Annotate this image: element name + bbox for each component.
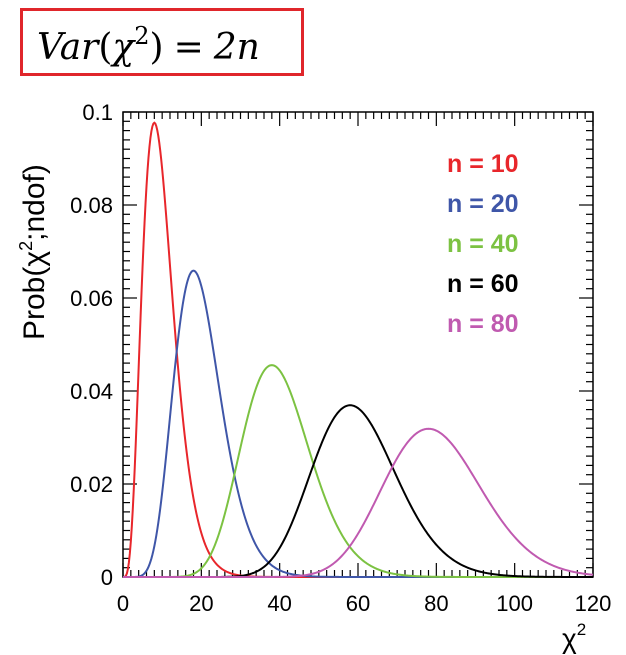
legend-entry-n10: n = 10	[447, 150, 519, 178]
formula-open-paren: (	[98, 27, 112, 68]
formula-exponent: 2	[134, 22, 149, 50]
y-tick-label: 0.04	[70, 379, 113, 404]
x-tick-label: 0	[117, 591, 129, 616]
axis-ticks	[122, 111, 594, 578]
formula-chi: χ	[109, 27, 136, 68]
series-line-n80	[123, 427, 594, 578]
legend-entry-n20: n = 20	[447, 190, 519, 218]
formula-rhs: 2n	[213, 27, 260, 68]
y-tick-label: 0.02	[70, 472, 113, 497]
y-axis-label: Prob(χ2;ndof)	[16, 164, 51, 340]
x-tick-label: 120	[575, 591, 612, 616]
y-axis-label-prefix: Prob(	[18, 267, 51, 340]
series-curves	[122, 121, 594, 578]
formula-equals: =	[174, 27, 204, 68]
series-line-n10	[122, 121, 593, 578]
x-axis-label-chi: χ	[562, 623, 577, 654]
legend-entry-n80: n = 80	[447, 310, 519, 338]
x-axis-label: χ2	[562, 620, 586, 654]
legend-entry-n60: n = 60	[447, 270, 519, 298]
formula-var: Var	[37, 27, 100, 68]
svg-text:Var(χ2)=2n: Var(χ2) = 2n	[37, 22, 260, 68]
x-tick-label: 80	[424, 591, 448, 616]
x-tick-label: 100	[496, 591, 533, 616]
series-line-n60	[123, 404, 593, 578]
y-axis-label-suffix: ;ndof)	[18, 164, 51, 241]
y-tick-labels: 0 0.02 0.04 0.06 0.08 0.1	[70, 100, 113, 590]
plot-frame	[122, 111, 594, 578]
formula: Var(χ2) = 2n	[37, 22, 260, 68]
y-axis-label-exp: 2	[16, 241, 36, 251]
legend: n = 10 n = 20 n = 40 n = 60 n = 80	[447, 150, 519, 338]
formula-close-paren: )	[150, 27, 164, 68]
series-line-n20	[123, 269, 593, 578]
x-axis-label-exp: 2	[577, 620, 586, 639]
x-tick-labels: 0 20 40 60 80 100 120	[117, 591, 611, 616]
legend-entry-n40: n = 40	[447, 230, 519, 258]
x-tick-label: 60	[346, 591, 370, 616]
formula-box: Var(χ2) = 2n	[20, 8, 304, 76]
x-tick-label: 40	[267, 591, 291, 616]
y-tick-label: 0.1	[82, 100, 113, 125]
y-axis-label-chi: χ	[18, 251, 51, 267]
y-tick-label: 0	[101, 565, 113, 590]
x-tick-label: 20	[189, 591, 213, 616]
y-tick-label: 0.06	[70, 286, 113, 311]
y-tick-label: 0.08	[70, 193, 113, 218]
